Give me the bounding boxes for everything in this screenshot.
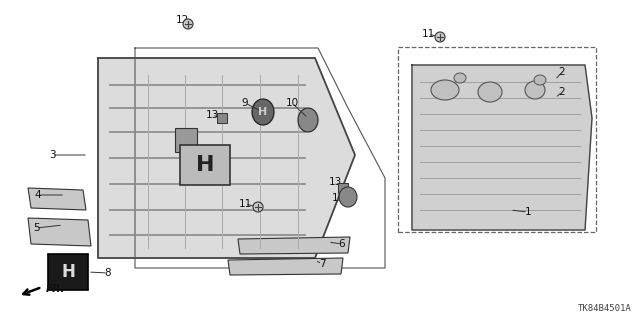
Circle shape xyxy=(183,19,193,29)
Text: 13: 13 xyxy=(205,110,219,120)
Text: 7: 7 xyxy=(319,259,325,269)
Text: 11: 11 xyxy=(421,29,435,39)
Circle shape xyxy=(253,202,263,212)
Text: FR.: FR. xyxy=(46,284,65,294)
Polygon shape xyxy=(28,218,91,246)
Ellipse shape xyxy=(454,73,466,83)
Text: 2: 2 xyxy=(559,87,565,97)
Text: 4: 4 xyxy=(35,190,42,200)
Ellipse shape xyxy=(298,108,318,132)
Text: 3: 3 xyxy=(49,150,55,160)
Ellipse shape xyxy=(525,81,545,99)
Polygon shape xyxy=(412,65,592,230)
Text: H: H xyxy=(61,263,75,281)
Bar xyxy=(217,113,227,123)
Ellipse shape xyxy=(534,75,546,85)
Ellipse shape xyxy=(431,80,459,100)
Text: 8: 8 xyxy=(105,268,111,278)
Polygon shape xyxy=(28,188,86,210)
Text: 13: 13 xyxy=(328,177,342,187)
Ellipse shape xyxy=(339,187,357,207)
Ellipse shape xyxy=(252,99,274,125)
Bar xyxy=(398,47,596,232)
Bar xyxy=(180,145,230,185)
Text: 6: 6 xyxy=(339,239,346,249)
Polygon shape xyxy=(228,258,343,275)
Text: 9: 9 xyxy=(242,98,248,108)
Text: 11: 11 xyxy=(238,199,252,209)
Bar xyxy=(48,254,88,290)
Text: H: H xyxy=(259,107,268,117)
Text: 10: 10 xyxy=(285,98,299,108)
Text: 12: 12 xyxy=(175,15,189,25)
Circle shape xyxy=(435,32,445,42)
Text: 2: 2 xyxy=(559,67,565,77)
Bar xyxy=(175,128,197,152)
Text: 5: 5 xyxy=(33,223,39,233)
Bar xyxy=(338,183,348,193)
Text: 15: 15 xyxy=(332,193,344,203)
Text: TK84B4501A: TK84B4501A xyxy=(579,304,632,313)
Text: H: H xyxy=(196,155,214,175)
Ellipse shape xyxy=(478,82,502,102)
Polygon shape xyxy=(238,237,350,254)
Text: 1: 1 xyxy=(525,207,531,217)
Polygon shape xyxy=(98,58,355,258)
Text: 14: 14 xyxy=(184,132,196,142)
